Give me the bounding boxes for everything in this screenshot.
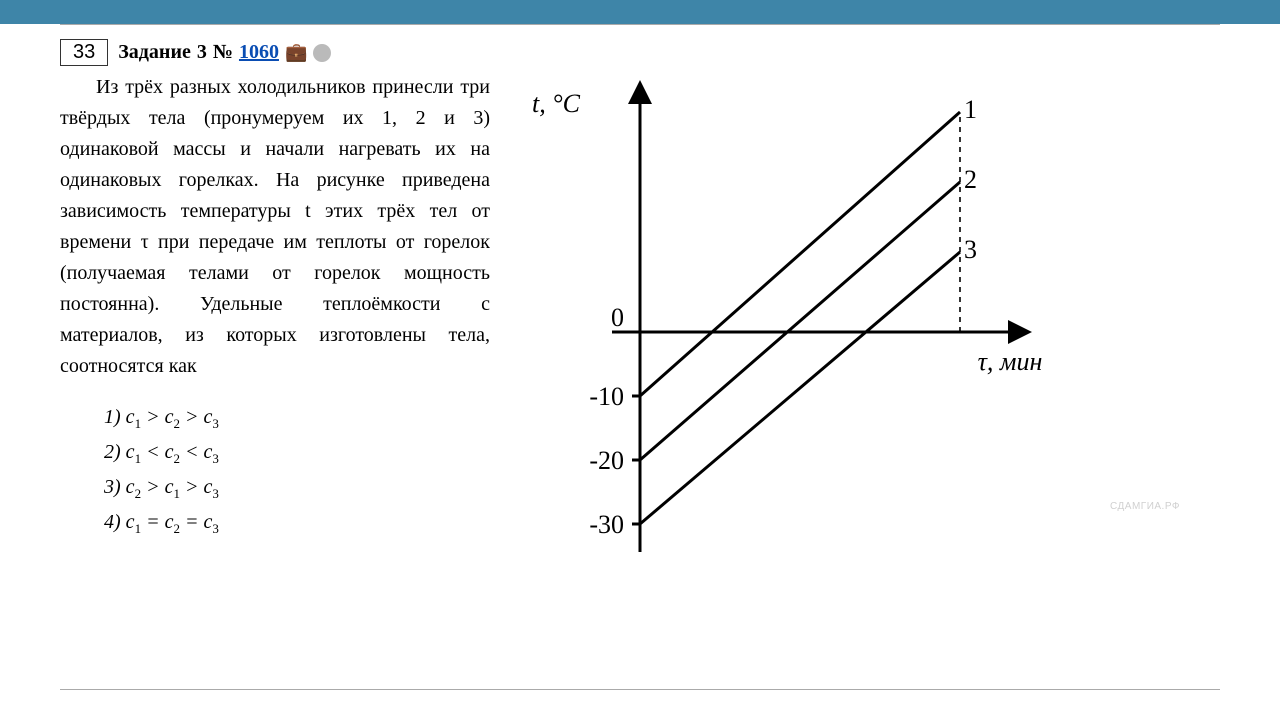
svg-text:2: 2	[964, 165, 977, 194]
svg-text:-30: -30	[589, 510, 624, 539]
task-title: Задание 3 № 1060 💼	[118, 41, 331, 64]
content-body: Из трёх разных холодильников принесли тр…	[60, 72, 1220, 592]
watermark: СДАМГИА.РФ	[1110, 501, 1180, 512]
temperature-chart: -10 -20 -30 0 t, °C τ, мин 1 2 3	[520, 72, 1060, 592]
task-num: 3	[197, 41, 207, 64]
svg-text:-20: -20	[589, 446, 624, 475]
status-dot-icon[interactable]	[313, 44, 331, 62]
task-word: Задание	[118, 41, 191, 64]
task-id-link[interactable]: 1060	[239, 41, 279, 64]
question-header: 33 Задание 3 № 1060 💼	[60, 39, 1220, 66]
top-bar	[0, 0, 1280, 24]
chart-container: -10 -20 -30 0 t, °C τ, мин 1 2 3 СДАМГИА.РФ	[520, 72, 1220, 592]
svg-text:-10: -10	[589, 382, 624, 411]
svg-text:1: 1	[964, 95, 977, 124]
svg-text:3: 3	[964, 235, 977, 264]
answer-options: 1) c1 > c2 > c3 2) c1 < c2 < c3 3) c2 > …	[60, 400, 490, 540]
problem-text: Из трёх разных холодильников принесли тр…	[60, 72, 490, 382]
briefcase-icon[interactable]: 💼	[285, 42, 307, 63]
problem-index-box: 33	[60, 39, 108, 66]
svg-text:t, °C: t, °C	[532, 89, 581, 118]
svg-text:τ, мин: τ, мин	[978, 347, 1043, 376]
num-sign: №	[213, 41, 233, 64]
content-panel: 33 Задание 3 № 1060 💼 Из трёх разных хол…	[60, 24, 1220, 690]
problem-text-block: Из трёх разных холодильников принесли тр…	[60, 72, 490, 592]
svg-text:0: 0	[611, 303, 624, 332]
